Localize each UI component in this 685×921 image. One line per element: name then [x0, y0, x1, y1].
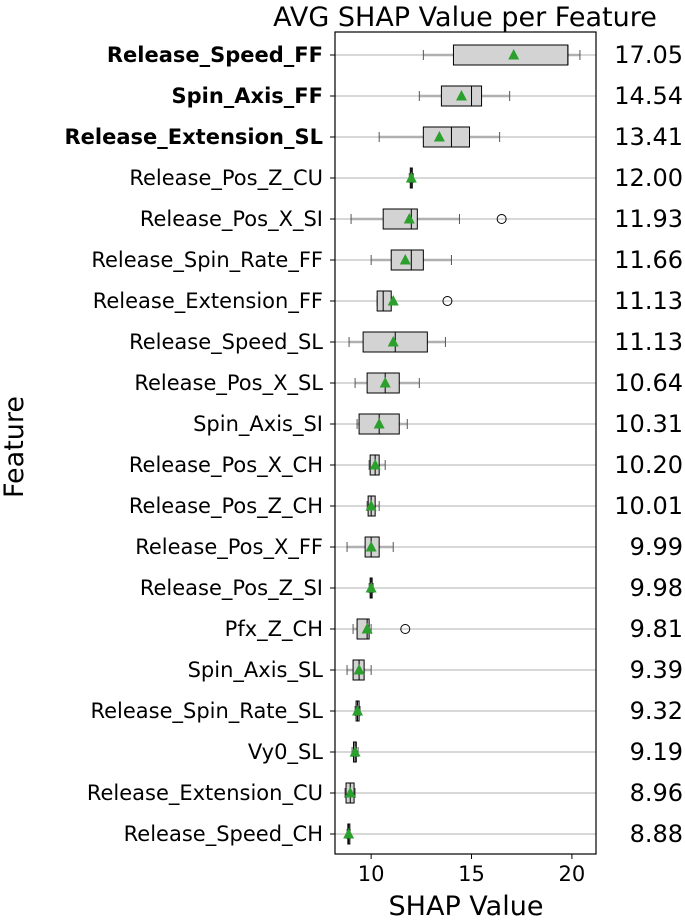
box: [422, 126, 471, 148]
feature-label: Release_Pos_Z_CH: [129, 494, 323, 519]
mean-marker: [365, 541, 377, 552]
avg-value-label: 9.39: [630, 656, 683, 684]
avg-value-label: 11.13: [614, 287, 683, 315]
feature-label: Spin_Axis_SL: [188, 658, 324, 683]
feature-label: Release_Pos_X_FF: [135, 535, 323, 560]
mean-marker: [433, 131, 445, 142]
feature-label: Release_Speed_FF: [107, 43, 323, 67]
x-tick-label: 20: [559, 862, 586, 886]
avg-value-labels: 17.05 14.54 13.41 12.00 11.93 11.66 11.13 11.13…: [614, 41, 683, 848]
avg-value-label: 9.19: [630, 738, 683, 766]
avg-value-label: 8.88: [630, 820, 683, 848]
feature-label: Release_Speed_SL: [129, 330, 323, 355]
avg-value-label: 11.13: [614, 328, 683, 356]
mean-marker: [369, 459, 381, 470]
x-tick-label: 10: [358, 862, 385, 886]
x-axis-title: SHAP Value: [389, 891, 544, 921]
avg-value-label: 10.31: [614, 410, 683, 438]
avg-value-label: 11.93: [614, 205, 683, 233]
mean-marker: [399, 254, 411, 265]
feature-label: Release_Extension_SL: [65, 125, 323, 149]
avg-value-label: 14.54: [614, 82, 683, 110]
mean-marker: [353, 664, 365, 675]
mean-marker: [344, 787, 356, 798]
avg-value-label: 10.64: [614, 369, 683, 397]
avg-value-label: 9.98: [630, 574, 683, 602]
feature-label: Release_Pos_X_SL: [134, 371, 323, 396]
feature-label: Release_Speed_CH: [124, 822, 323, 847]
mean-marker: [387, 336, 399, 347]
feature-label: Release_Spin_Rate_FF: [91, 248, 323, 273]
feature-label: Spin_Axis_SI: [193, 412, 323, 437]
avg-value-label: 17.05: [614, 41, 683, 69]
grid-lines: [335, 54, 596, 835]
mean-marker: [379, 377, 391, 388]
avg-value-label: 8.96: [630, 779, 683, 807]
feature-label: Spin_Axis_FF: [172, 84, 324, 108]
x-tick-label: 15: [458, 862, 485, 886]
outlier-point: [496, 214, 507, 224]
feature-label: Release_Pos_Z_CU: [129, 166, 323, 191]
feature-label: Vy0_SL: [248, 740, 323, 765]
mean-marker: [405, 172, 417, 183]
outlier-point: [442, 296, 453, 306]
avg-value-label: 10.01: [614, 492, 683, 520]
chart-title: AVG SHAP Value per Feature: [273, 2, 657, 33]
mean-marker: [349, 746, 361, 757]
feature-labels: Release_Speed_FF Spin_Axis_FF Release_Exte…: [65, 43, 335, 847]
outlier-point: [400, 624, 411, 634]
avg-value-label: 12.00: [614, 164, 683, 192]
mean-marker: [508, 49, 520, 60]
plot-frame: [334, 31, 597, 855]
feature-label: Release_Extension_FF: [93, 289, 323, 314]
mean-marker: [361, 623, 373, 634]
avg-value-label: 9.32: [630, 697, 683, 725]
avg-value-label: 10.20: [614, 451, 683, 479]
feature-label: Release_Extension_CU: [87, 781, 323, 806]
feature-label: Release_Pos_X_CH: [129, 453, 323, 478]
feature-label: Release_Pos_X_SI: [140, 207, 323, 232]
mean-marker: [365, 582, 377, 593]
mean-marker: [351, 705, 363, 716]
box: [376, 290, 392, 312]
feature-label: Release_Pos_Z_SI: [140, 576, 323, 601]
avg-value-label: 13.41: [614, 123, 683, 151]
mean-marker: [403, 213, 415, 224]
box-plots: [343, 44, 581, 845]
mean-marker: [373, 418, 385, 429]
mean-marker: [387, 295, 399, 306]
avg-value-label: 9.99: [630, 533, 683, 561]
mean-marker: [365, 500, 377, 511]
avg-value-label: 9.81: [630, 615, 683, 643]
feature-label: Pfx_Z_CH: [225, 617, 323, 642]
mean-marker: [455, 90, 467, 101]
mean-marker: [343, 828, 355, 839]
y-axis-title: Feature: [0, 396, 30, 498]
avg-value-label: 11.66: [614, 246, 683, 274]
feature-label: Release_Spin_Rate_SL: [90, 699, 323, 724]
x-axis-ticks: 10 15 20: [358, 854, 586, 886]
